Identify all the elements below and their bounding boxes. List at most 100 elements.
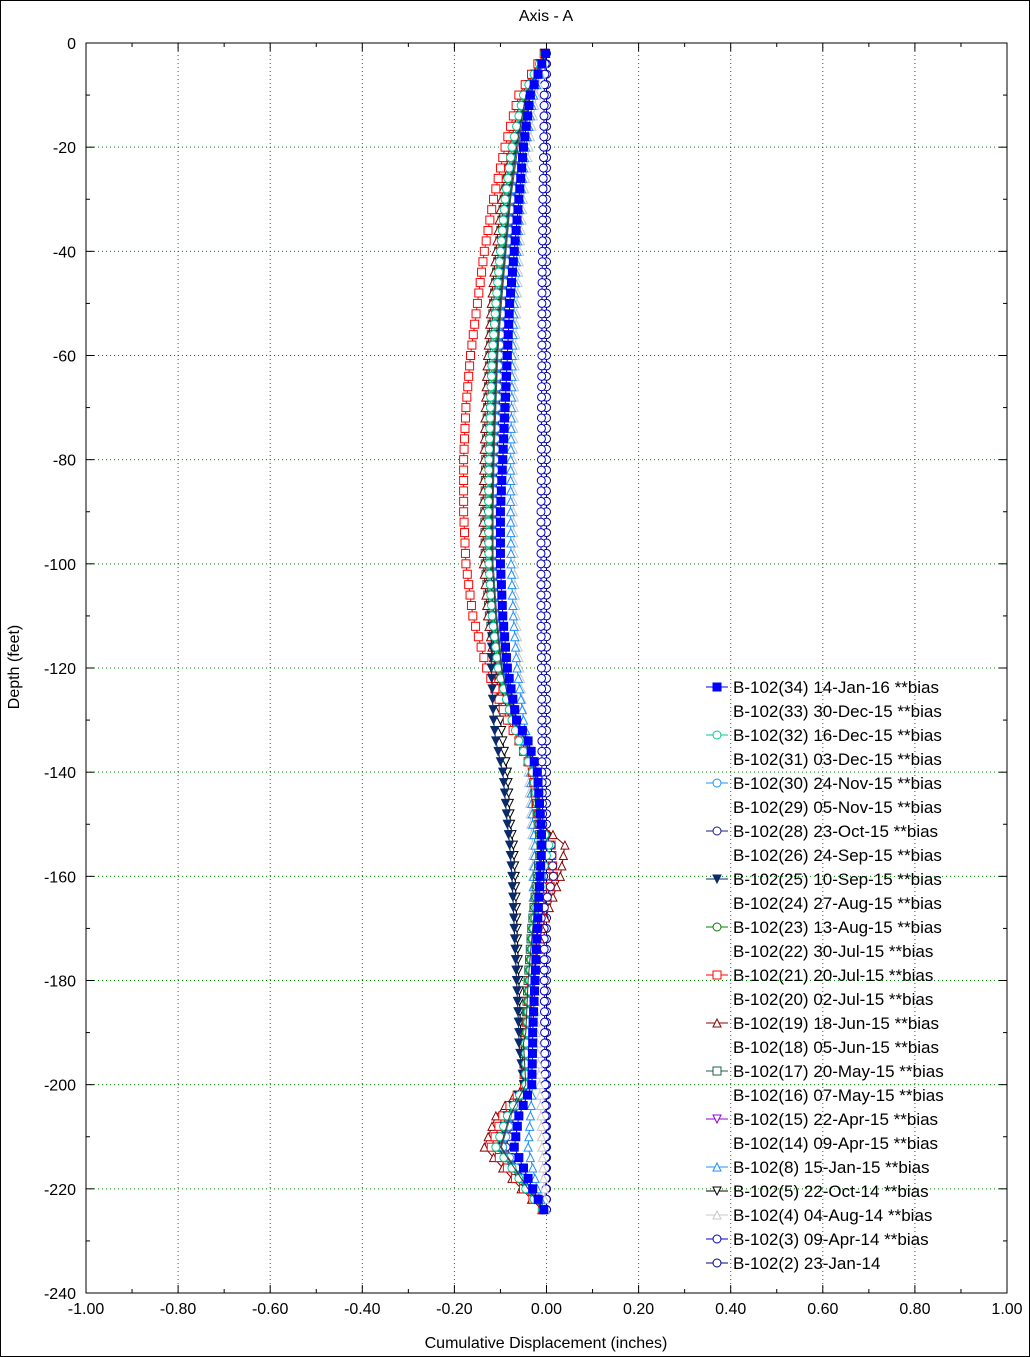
series-marker	[506, 412, 517, 423]
legend-item: B-102(23) 13-Aug-15 **bias	[706, 918, 942, 937]
series-marker	[486, 382, 496, 392]
series-marker	[508, 913, 519, 924]
series-marker	[538, 215, 548, 225]
series-marker	[511, 965, 521, 976]
series-marker	[495, 257, 505, 267]
series-marker	[472, 298, 482, 308]
series-marker	[485, 423, 495, 433]
x-tick-label: 0.00	[531, 1301, 562, 1318]
series-marker	[529, 996, 539, 1006]
series-marker	[460, 423, 470, 433]
series-marker	[514, 1111, 524, 1121]
series-marker	[495, 246, 505, 256]
series-marker	[560, 839, 570, 850]
series-marker	[506, 423, 516, 433]
series-marker	[504, 840, 515, 851]
series-marker	[536, 861, 546, 871]
series-marker	[518, 142, 528, 152]
series-marker	[488, 340, 498, 350]
series-marker	[537, 267, 547, 277]
series-marker	[541, 48, 551, 58]
legend-label: B-102(22) 30-Jul-15 **bias	[733, 942, 933, 961]
y-axis-label: Depth (feet)	[6, 625, 23, 709]
series-marker	[536, 496, 546, 506]
series-marker	[501, 184, 511, 194]
series-marker	[524, 101, 534, 110]
series-marker	[471, 621, 481, 631]
series-marker	[537, 236, 547, 246]
series-marker	[513, 1017, 524, 1028]
legend-label: B-102(24) 27-Aug-15 **bias	[733, 894, 942, 913]
x-tick-label: -0.20	[436, 1301, 473, 1318]
series-marker	[499, 1153, 509, 1163]
series-marker	[533, 69, 543, 79]
series-marker	[513, 205, 523, 215]
series-marker	[527, 1059, 537, 1069]
series-marker	[508, 892, 518, 903]
series-marker	[512, 215, 522, 225]
series-marker	[537, 340, 547, 350]
series-marker	[499, 621, 509, 631]
series-marker	[514, 1038, 524, 1049]
series-marker	[539, 121, 549, 131]
series-marker	[539, 976, 549, 985]
legend-item: B-102(33) 30-Dec-15 **bias	[733, 702, 942, 721]
series-marker	[537, 705, 547, 715]
series-marker	[537, 330, 547, 340]
legend-item: B-102(34) 14-Jan-16 **bias	[706, 678, 939, 697]
series-marker	[507, 579, 517, 590]
legend-item: B-102(24) 27-Aug-15 **bias	[733, 894, 942, 913]
series-marker	[540, 1048, 550, 1058]
series-marker	[496, 236, 506, 246]
series-marker	[536, 476, 546, 485]
series-marker	[510, 642, 521, 652]
series-marker	[514, 736, 524, 746]
series-marker	[518, 1101, 528, 1110]
series-marker	[484, 528, 494, 538]
series-marker	[537, 278, 547, 288]
series-marker	[502, 361, 512, 371]
y-tick-label: -80	[53, 453, 76, 470]
series-marker	[500, 798, 511, 809]
series-marker	[536, 611, 546, 621]
series-marker	[496, 569, 506, 579]
series-marker	[537, 371, 547, 381]
series-marker	[495, 507, 505, 517]
legend-marker	[712, 826, 722, 836]
series-marker	[496, 496, 506, 506]
series-marker	[497, 590, 507, 600]
series-marker	[507, 882, 518, 892]
series-marker	[512, 1121, 522, 1131]
y-tick-label: -240	[44, 1286, 76, 1303]
series-marker	[485, 403, 495, 413]
series-marker	[464, 580, 474, 590]
legend-item: B-102(31) 03-Dec-15 **bias	[733, 750, 942, 769]
series-marker	[466, 601, 476, 610]
series-marker	[526, 746, 536, 756]
series-marker	[536, 1121, 547, 1131]
series-marker	[501, 653, 511, 663]
series-marker	[499, 423, 509, 433]
series-marker	[538, 205, 548, 215]
series-marker	[495, 163, 505, 173]
series-marker	[527, 1080, 537, 1090]
series-marker	[534, 892, 544, 902]
series-marker	[528, 1184, 538, 1194]
series-marker	[538, 226, 548, 235]
series-marker	[507, 142, 517, 152]
series-marker	[473, 632, 483, 642]
series-marker	[477, 267, 487, 277]
series-marker	[485, 580, 495, 590]
series-marker	[537, 673, 547, 683]
y-tick-label: -100	[44, 557, 76, 574]
series-marker	[537, 736, 547, 746]
series-marker	[510, 705, 520, 715]
series-marker	[536, 538, 546, 548]
series-marker	[495, 559, 505, 569]
series-marker	[505, 464, 516, 475]
series-marker	[484, 517, 494, 527]
series-marker	[536, 434, 546, 444]
legend-marker	[712, 922, 722, 932]
series-marker	[502, 663, 512, 673]
series-marker	[528, 1028, 538, 1038]
